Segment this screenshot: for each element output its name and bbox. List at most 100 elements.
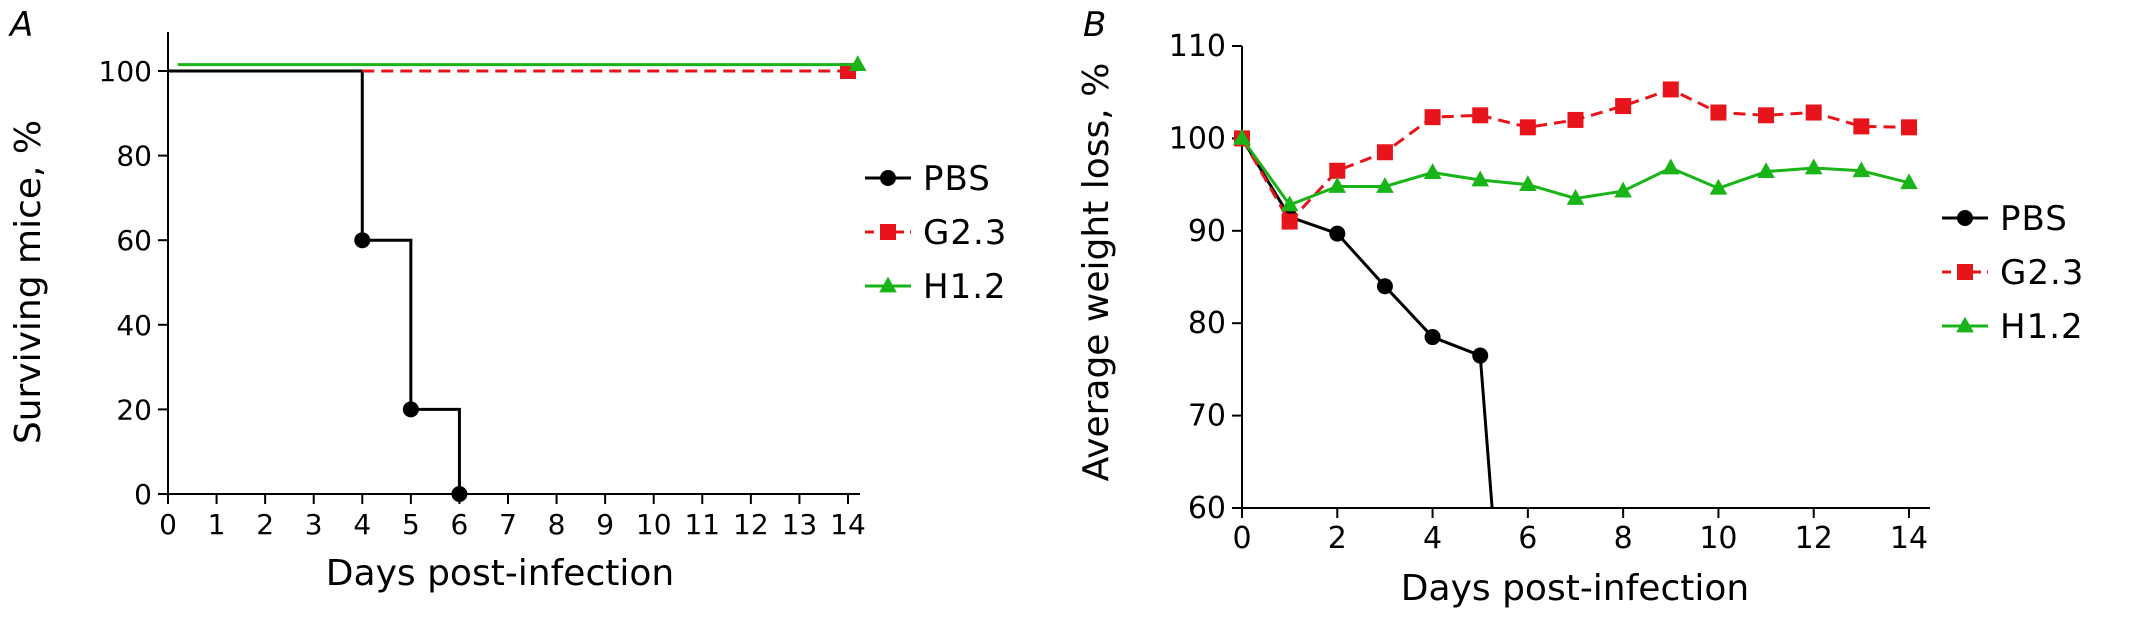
legend-entry: PBS (1942, 199, 2068, 239)
data-point (402, 401, 419, 418)
data-point (1233, 128, 1251, 145)
legend-label: H1.2 (923, 267, 1007, 307)
x-tick-label: 4 (353, 508, 371, 541)
data-point (1566, 189, 1585, 205)
series-h12 (1233, 128, 1918, 212)
data-point (1376, 278, 1393, 295)
y-tick-label: 100 (99, 55, 152, 88)
x-tick-label: 0 (1232, 521, 1251, 556)
x-axis-label: Days post-infection (326, 553, 674, 594)
panel-letter: B (1083, 5, 1106, 45)
data-point (1519, 175, 1537, 191)
y-tick-label: 20 (116, 393, 152, 426)
data-point (1805, 104, 1822, 121)
legend-entry: H1.2 (1942, 307, 2084, 347)
x-tick-label: 12 (1795, 521, 1833, 556)
x-tick-label: 14 (830, 508, 866, 541)
chart-panel-b: B 60 70 80 90 100 110 0 2 4 6 8 10 12 14 Days post-infe… (1076, 5, 2084, 609)
data-point (354, 232, 371, 249)
legend-label: PBS (2000, 199, 2068, 239)
y-tick-label: 0 (134, 478, 152, 511)
data-point (1472, 347, 1489, 364)
legend-entry: PBS (865, 159, 990, 199)
legend-label: H1.2 (2000, 307, 2084, 347)
legend-label: G2.3 (2000, 253, 2084, 293)
series-line (168, 69, 461, 494)
data-point (1472, 107, 1489, 124)
data-point (1281, 213, 1298, 230)
legend-marker (880, 224, 896, 240)
data-point (1329, 225, 1346, 242)
legend-marker (1957, 264, 1973, 280)
data-point (1758, 107, 1775, 124)
data-point (1661, 158, 1680, 175)
data-point (1662, 81, 1679, 98)
x-axis-label: Days post-infection (1401, 568, 1749, 609)
y-axis-label: Average weight loss, % (1076, 63, 1117, 482)
series-h12 (177, 55, 867, 72)
data-point (1423, 163, 1442, 179)
legend-label: G2.3 (923, 213, 1007, 253)
y-tick-label: 40 (116, 309, 152, 342)
x-tick-label: 11 (684, 508, 720, 541)
data-point (1757, 162, 1775, 179)
y-tick-label: 100 (1169, 121, 1226, 156)
y-axis-label: Surviving mice, % (8, 120, 49, 444)
y-tick-label: 60 (116, 224, 152, 257)
data-point (1376, 144, 1393, 161)
y-tick-label: 80 (1188, 306, 1226, 341)
x-tick-label: 7 (499, 508, 517, 541)
legend-entry: G2.3 (865, 213, 1007, 253)
data-point (1900, 173, 1918, 190)
legend-entry: H1.2 (865, 267, 1007, 307)
data-point (1615, 98, 1632, 115)
data-point (451, 486, 468, 502)
x-tick-label: 9 (596, 508, 614, 541)
x-tick-label: 2 (256, 508, 274, 541)
legend-marker (879, 276, 897, 293)
data-point (1901, 119, 1917, 136)
y-tick-label: 110 (1169, 29, 1226, 64)
x-tick-label: 5 (402, 508, 420, 541)
x-tick-label: 8 (548, 508, 566, 541)
data-point (1853, 118, 1870, 135)
data-point (1710, 104, 1727, 121)
data-point (1329, 162, 1346, 179)
legend-marker (1956, 316, 1974, 333)
y-tick-label: 90 (1188, 214, 1226, 249)
x-tick-label: 10 (1699, 521, 1737, 556)
x-tick-label: 6 (451, 508, 469, 541)
legend-marker (880, 170, 896, 186)
x-tick-label: 1 (208, 508, 226, 541)
x-tick-label: 12 (733, 508, 769, 541)
panel-letter: A (8, 5, 33, 45)
x-tick-label: 6 (1518, 521, 1537, 556)
legend-marker (1957, 210, 1973, 226)
data-point (1280, 195, 1299, 212)
x-tick-label: 14 (1890, 521, 1928, 556)
x-tick-label: 10 (636, 508, 672, 541)
x-tick-label: 3 (305, 508, 323, 541)
y-tick-label: 80 (116, 140, 152, 173)
series-pbs (168, 69, 468, 502)
x-tick-label: 8 (1614, 521, 1633, 556)
y-tick-label: 60 (1188, 491, 1226, 526)
x-tick-label: 13 (782, 508, 818, 541)
data-point (1424, 109, 1441, 126)
data-point (1804, 158, 1823, 175)
data-point (1709, 178, 1728, 195)
x-tick-label: 4 (1423, 521, 1442, 556)
series-line (1240, 137, 1494, 509)
data-point (1471, 170, 1490, 187)
data-point (1614, 181, 1632, 198)
data-point (1567, 111, 1584, 128)
data-point (1328, 177, 1347, 193)
series-g23 (1234, 81, 1917, 230)
data-point (1376, 177, 1394, 193)
data-point (1852, 161, 1871, 178)
x-tick-label: 0 (159, 508, 177, 541)
y-tick-label: 70 (1188, 399, 1226, 434)
legend-entry: G2.3 (1942, 253, 2084, 293)
